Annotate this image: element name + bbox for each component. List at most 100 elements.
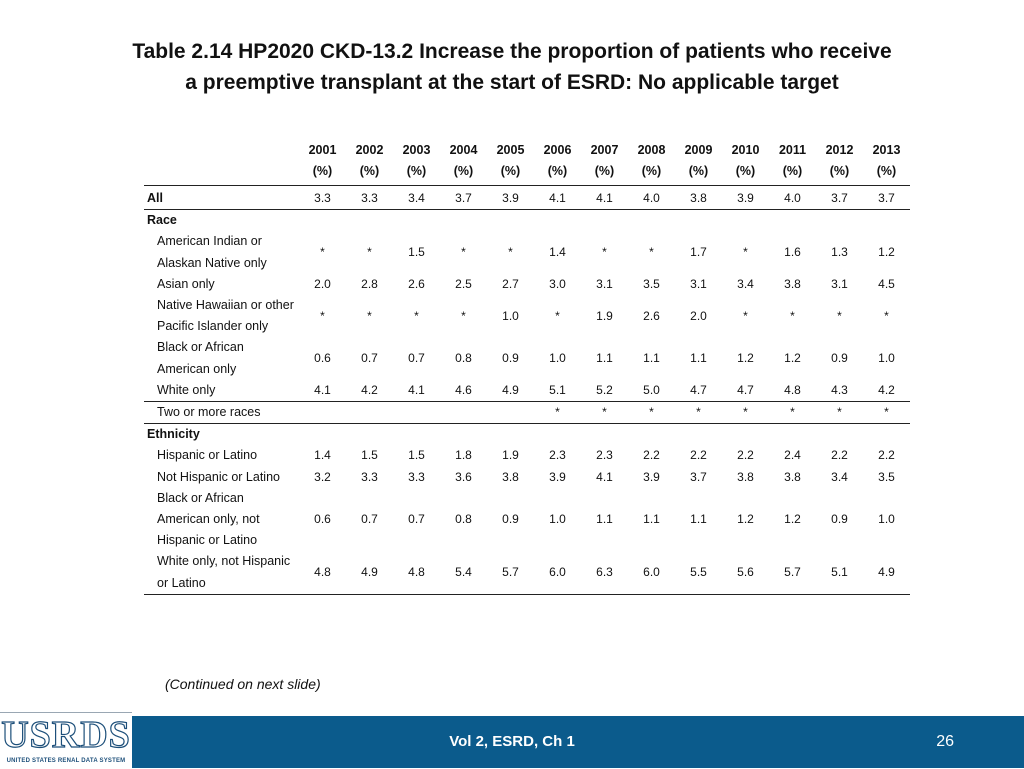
value-cell: 3.7: [863, 185, 910, 211]
value-cell: 6.3: [581, 551, 628, 595]
value-cell: 1.3: [831, 245, 848, 259]
value-cell: 3.7: [690, 469, 707, 484]
value-cell: *: [414, 308, 419, 323]
year-header: 2013: [872, 143, 901, 157]
unit-header: (%): [722, 161, 769, 186]
value-cell: *: [884, 308, 889, 323]
value-cell: 3.1: [690, 276, 707, 291]
value-cell: 1.5: [361, 448, 378, 463]
value-cell: 3.0: [549, 276, 566, 291]
year-header: 2005: [496, 143, 525, 157]
value-cell: 4.3: [816, 379, 863, 403]
value-cell: 0.7: [408, 512, 425, 527]
year-header: 2010: [731, 143, 760, 157]
table-row: Native Hawaiian or other Pacific Islande…: [144, 295, 910, 337]
value-cell: 1.9: [502, 448, 519, 463]
value-cell: 3.5: [878, 469, 895, 484]
value-cell: 1.0: [549, 351, 566, 366]
table-row: White only 4.1 4.2 4.1 4.6 4.9 5.1 5.2 5.0 4.7 4.7…: [144, 379, 910, 403]
row-label: All: [144, 185, 299, 211]
year-header: 2011: [778, 143, 807, 157]
value-cell: 6.0: [628, 551, 675, 595]
value-cell: 3.4: [393, 185, 440, 211]
value-cell: 4.9: [346, 551, 393, 595]
table-row: Black or African American only, not Hisp…: [144, 488, 910, 552]
value-cell: 4.7: [722, 379, 769, 403]
value-cell: 1.0: [549, 512, 566, 527]
value-cell: 2.6: [643, 308, 660, 323]
value-cell: 3.3: [299, 185, 346, 211]
unit-header: (%): [393, 161, 440, 186]
value-cell: [487, 424, 534, 446]
value-cell: *: [790, 308, 795, 323]
value-cell: 4.2: [863, 379, 910, 403]
unit-header: (%): [487, 161, 534, 186]
value-cell: 0.7: [408, 351, 425, 366]
page-number: 26: [936, 733, 954, 750]
value-cell: *: [769, 401, 816, 425]
value-cell: 3.9: [549, 469, 566, 484]
value-cell: *: [628, 401, 675, 425]
value-cell: 1.2: [784, 512, 801, 527]
table-row: American Indian or Alaskan Native only * *…: [144, 231, 910, 273]
table-row: Not Hispanic or Latino 3.2 3.3 3.3 3.6 3.8 3.9…: [144, 467, 910, 488]
value-cell: 1.2: [737, 512, 754, 527]
row-label: White only, not Hispanic or Latino: [144, 551, 299, 595]
row-label: White only: [144, 379, 299, 403]
value-cell: [393, 210, 440, 232]
value-cell: 3.7: [816, 185, 863, 211]
header-blank: [144, 161, 299, 186]
value-cell: [299, 210, 346, 232]
value-cell: [440, 401, 487, 425]
value-cell: *: [743, 245, 748, 259]
value-cell: *: [649, 245, 654, 259]
value-cell: 1.2: [737, 351, 754, 366]
year-header: 2008: [637, 143, 666, 157]
value-cell: 5.4: [440, 551, 487, 595]
value-cell: [534, 424, 581, 446]
value-cell: 3.5: [643, 276, 660, 291]
table-row: Ethnicity: [144, 424, 910, 446]
value-cell: 4.0: [769, 185, 816, 211]
header-row-units: (%) (%) (%) (%) (%) (%) (%) (%) (%) (%) (%) (%) (%): [144, 161, 910, 186]
value-cell: *: [508, 245, 513, 259]
value-cell: *: [461, 308, 466, 323]
value-cell: *: [461, 245, 466, 259]
value-cell: 2.2: [690, 448, 707, 463]
unit-header: (%): [628, 161, 675, 186]
value-cell: *: [837, 308, 842, 323]
value-cell: 2.8: [361, 276, 378, 291]
value-cell: *: [555, 308, 560, 323]
value-cell: [675, 424, 722, 446]
value-cell: 0.9: [502, 512, 519, 527]
row-label: Black or African American only, not Hisp…: [157, 490, 260, 548]
value-cell: 1.1: [643, 351, 660, 366]
value-cell: 3.9: [487, 185, 534, 211]
value-cell: 1.5: [408, 245, 425, 259]
value-cell: 2.0: [314, 276, 331, 291]
year-header: 2006: [543, 143, 572, 157]
value-cell: [299, 424, 346, 446]
value-cell: 4.1: [299, 379, 346, 403]
value-cell: 0.9: [831, 351, 848, 366]
row-label: Ethnicity: [147, 427, 200, 442]
value-cell: 3.2: [314, 469, 331, 484]
value-cell: 1.2: [784, 351, 801, 366]
value-cell: 1.0: [878, 512, 895, 527]
table-row: Two or more races * * * * * * * *: [144, 401, 910, 425]
value-cell: 5.2: [581, 379, 628, 403]
value-cell: 4.1: [581, 185, 628, 211]
value-cell: 4.8: [393, 551, 440, 595]
value-cell: 1.2: [878, 245, 895, 259]
value-cell: 4.5: [878, 276, 895, 291]
value-cell: 1.1: [596, 351, 613, 366]
unit-header: (%): [816, 161, 863, 186]
value-cell: 1.5: [408, 448, 425, 463]
value-cell: 2.5: [455, 276, 472, 291]
value-cell: 5.1: [534, 379, 581, 403]
table-row: Race: [144, 210, 910, 232]
value-cell: *: [367, 308, 372, 323]
value-cell: 0.6: [314, 512, 331, 527]
year-header: 2012: [825, 143, 854, 157]
value-cell: [393, 424, 440, 446]
